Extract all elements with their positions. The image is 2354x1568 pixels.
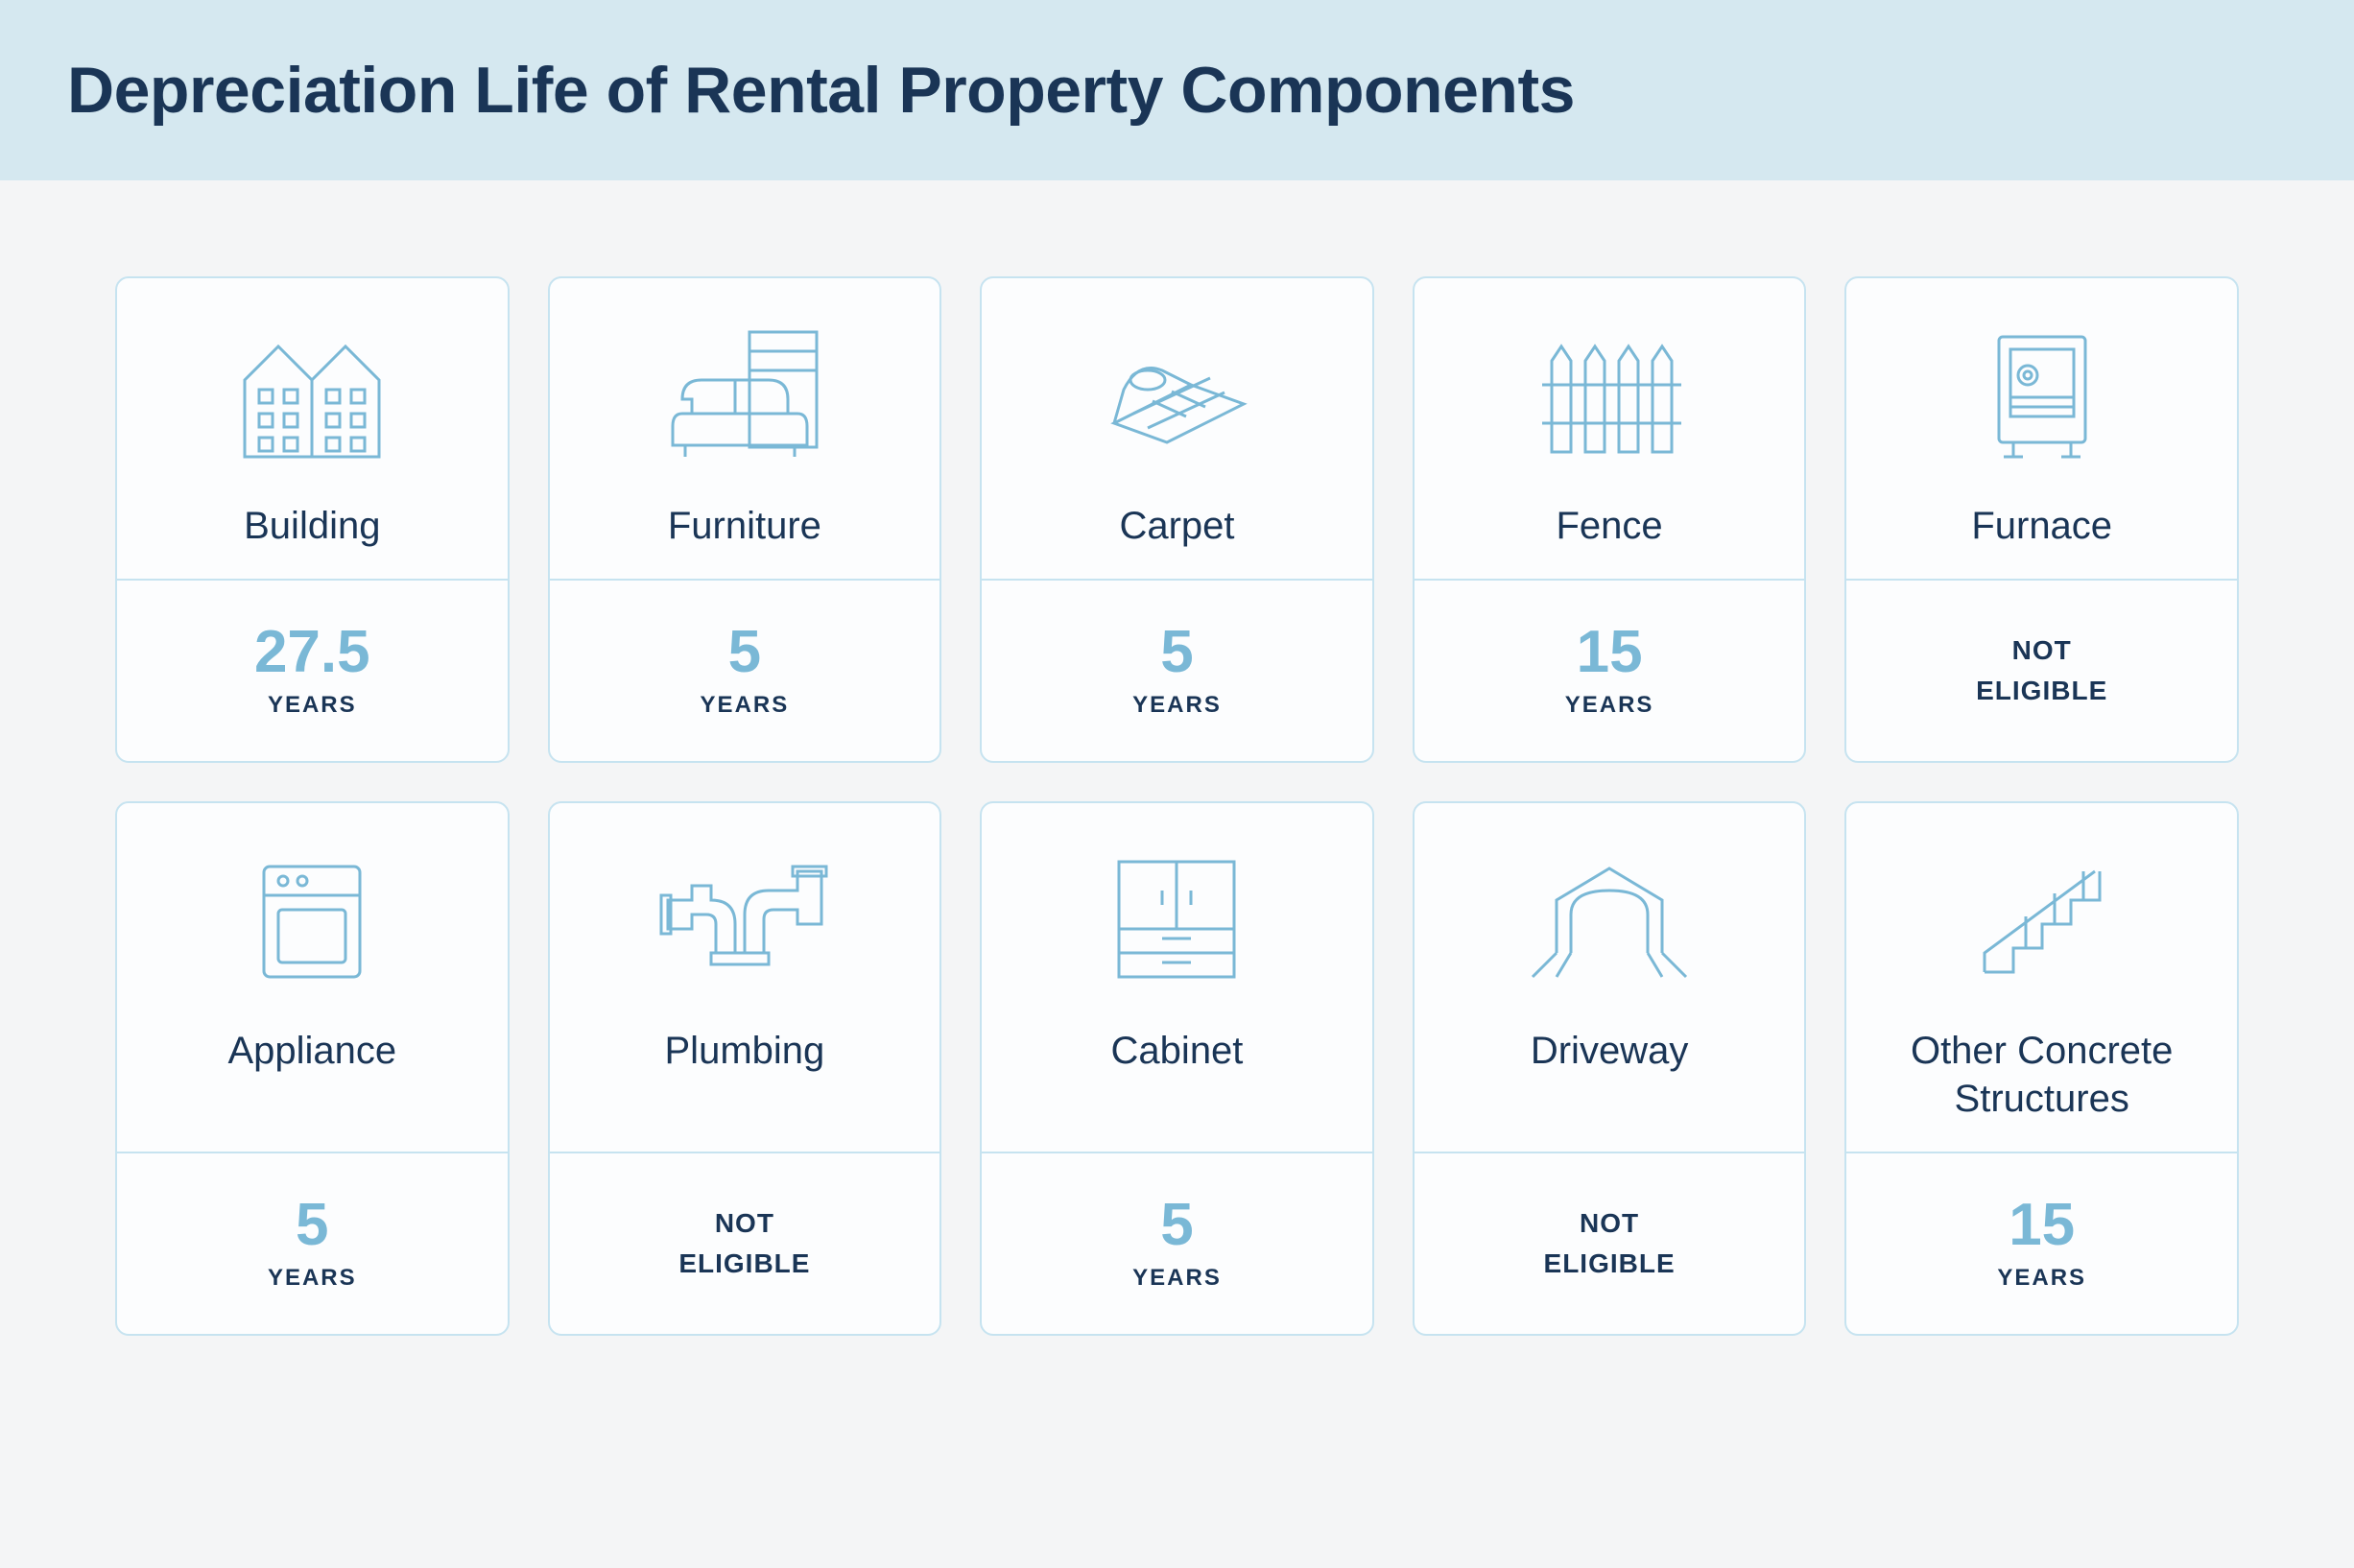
value-number: 15: [1577, 623, 1643, 682]
card-value: 5 YEARS: [982, 1152, 1372, 1334]
card-cabinet: Cabinet 5 YEARS: [980, 801, 1374, 1336]
card-carpet: Carpet 5 YEARS: [980, 276, 1374, 763]
card-label: Carpet: [1119, 502, 1234, 550]
card-top: Driveway: [1415, 803, 1805, 1152]
not-eligible-text: NOTELIGIBLE: [678, 1203, 810, 1284]
card-top: Fence: [1415, 278, 1805, 579]
furniture-icon: [569, 315, 921, 473]
not-eligible-text: NOTELIGIBLE: [1544, 1203, 1676, 1284]
card-value: NOTELIGIBLE: [550, 1152, 940, 1334]
card-label: Appliance: [227, 1027, 396, 1075]
card-value: 5 YEARS: [550, 579, 940, 761]
card-top: Carpet: [982, 278, 1372, 579]
value-number: 5: [1160, 1196, 1193, 1255]
card-top: Furnace: [1846, 278, 2237, 579]
card-building: Building 27.5 YEARS: [115, 276, 510, 763]
card-value: NOTELIGIBLE: [1415, 1152, 1805, 1334]
card-label: Plumbing: [665, 1027, 825, 1075]
card-top: Plumbing: [550, 803, 940, 1152]
card-top: Building: [117, 278, 508, 579]
card-fence: Fence 15 YEARS: [1413, 276, 1807, 763]
value-unit: YEARS: [268, 692, 357, 719]
card-value: 15 YEARS: [1846, 1152, 2237, 1334]
card-top: Appliance: [117, 803, 508, 1152]
driveway-icon: [1434, 840, 1786, 998]
card-other-concrete: Other Concrete Structures 15 YEARS: [1844, 801, 2239, 1336]
not-eligible-text: NOTELIGIBLE: [1976, 630, 2107, 711]
value-unit: YEARS: [268, 1265, 357, 1292]
card-label: Fence: [1557, 502, 1663, 550]
value-unit: YEARS: [1132, 1265, 1222, 1292]
card-value: 5 YEARS: [982, 579, 1372, 761]
card-top: Cabinet: [982, 803, 1372, 1152]
value-number: 5: [728, 623, 761, 682]
card-top: Furniture: [550, 278, 940, 579]
card-label: Driveway: [1531, 1027, 1688, 1075]
card-value: 5 YEARS: [117, 1152, 508, 1334]
value-unit: YEARS: [1997, 1265, 2086, 1292]
value-number: 5: [296, 1196, 328, 1255]
card-value: 27.5 YEARS: [117, 579, 508, 761]
value-number: 5: [1160, 623, 1193, 682]
page-title: Depreciation Life of Rental Property Com…: [67, 53, 2287, 128]
card-value: 15 YEARS: [1415, 579, 1805, 761]
value-number: 27.5: [254, 623, 370, 682]
card-label: Cabinet: [1111, 1027, 1244, 1075]
card-value: NOTELIGIBLE: [1846, 579, 2237, 761]
card-plumbing: Plumbing NOTELIGIBLE: [548, 801, 942, 1336]
appliance-icon: [136, 840, 488, 998]
card-top: Other Concrete Structures: [1846, 803, 2237, 1152]
card-grid: Building 27.5 YEARS Furniture 5: [0, 180, 2354, 1393]
value-unit: YEARS: [1132, 692, 1222, 719]
card-label: Other Concrete Structures: [1866, 1027, 2218, 1123]
card-furniture: Furniture 5 YEARS: [548, 276, 942, 763]
header-bar: Depreciation Life of Rental Property Com…: [0, 0, 2354, 180]
value-unit: YEARS: [701, 692, 790, 719]
card-label: Furnace: [1971, 502, 2112, 550]
value-unit: YEARS: [1565, 692, 1654, 719]
card-appliance: Appliance 5 YEARS: [115, 801, 510, 1336]
building-icon: [136, 315, 488, 473]
card-driveway: Driveway NOTELIGIBLE: [1413, 801, 1807, 1336]
furnace-icon: [1866, 315, 2218, 473]
carpet-icon: [1001, 315, 1353, 473]
card-furnace: Furnace NOTELIGIBLE: [1844, 276, 2239, 763]
value-number: 15: [2009, 1196, 2075, 1255]
stairs-icon: [1866, 840, 2218, 998]
card-label: Furniture: [668, 502, 821, 550]
fence-icon: [1434, 315, 1786, 473]
plumbing-icon: [569, 840, 921, 998]
card-label: Building: [244, 502, 380, 550]
cabinet-icon: [1001, 840, 1353, 998]
